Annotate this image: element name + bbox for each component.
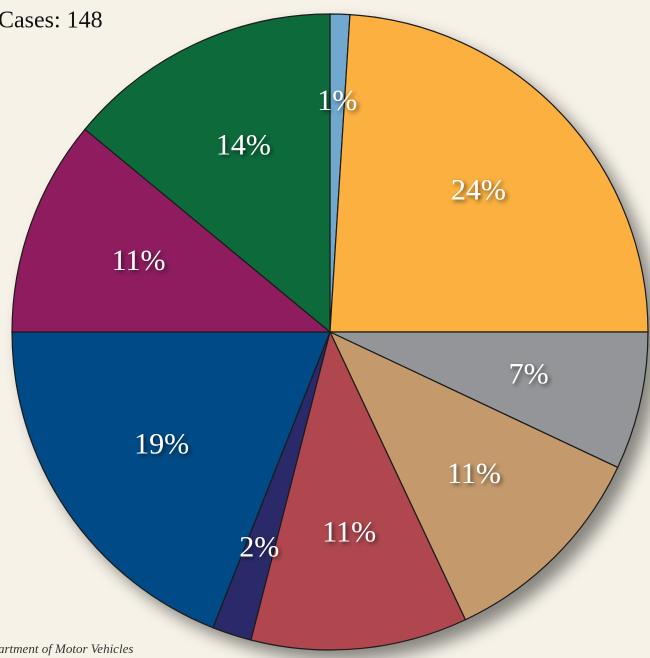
- pie-slice: [329, 13, 649, 333]
- pie-slice: [329, 331, 649, 469]
- data-label: 11%: [112, 244, 166, 277]
- pie-slice: [328, 330, 619, 621]
- data-label: 11%: [447, 457, 501, 490]
- data-label: 2%: [239, 531, 279, 564]
- chart-title: Cases: 148: [0, 8, 103, 34]
- pie: [11, 13, 649, 651]
- source-note: artment of Motor Vehicles: [0, 641, 133, 656]
- data-label: 14%: [216, 129, 271, 162]
- labels: 1% 24% 7% 11% 11% 2% 19% 11% 14%: [112, 84, 549, 564]
- pie-slice: [250, 330, 467, 651]
- data-label: 11%: [322, 516, 376, 549]
- data-label: 24%: [451, 174, 506, 207]
- pie-slice: [84, 13, 331, 334]
- pie-slice: [11, 128, 332, 333]
- pie-slice: [11, 331, 331, 629]
- data-label: 1%: [317, 84, 357, 117]
- data-label: 7%: [509, 357, 549, 390]
- data-label: 19%: [134, 427, 189, 460]
